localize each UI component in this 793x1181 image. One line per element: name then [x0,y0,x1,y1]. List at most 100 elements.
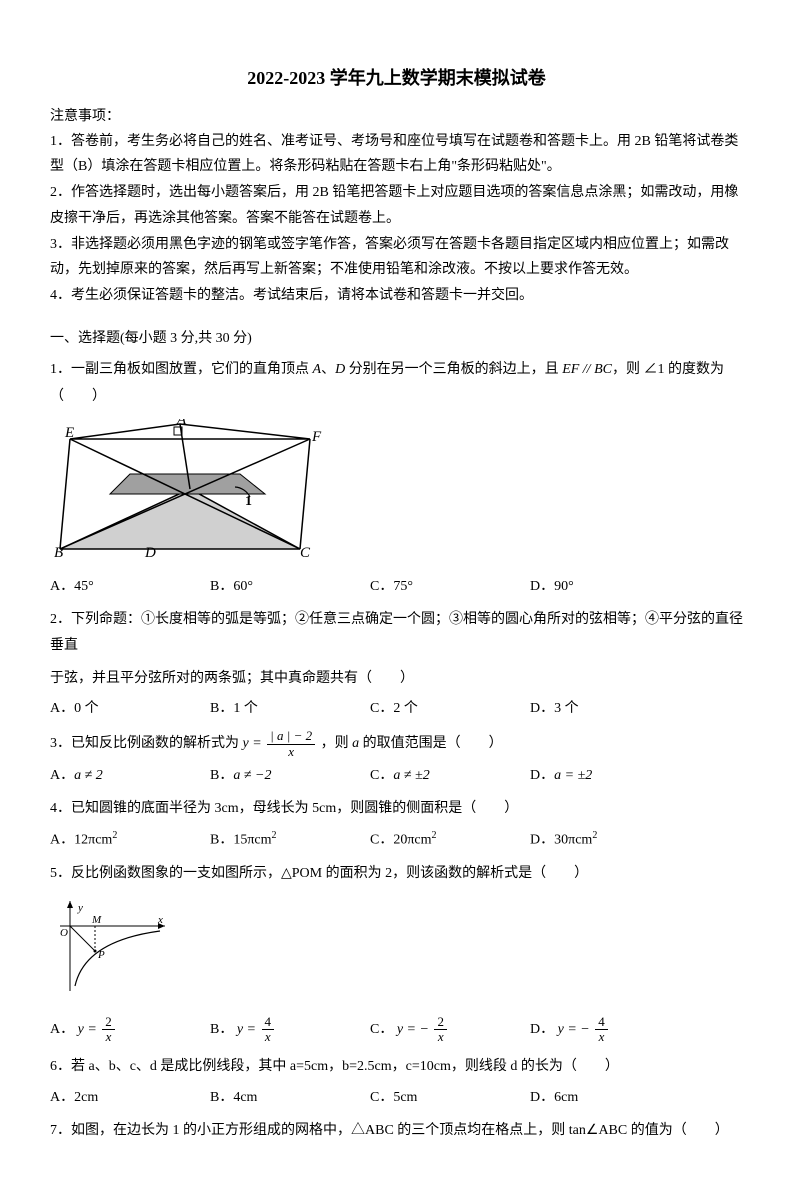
q4-C-prefix: C． [370,833,393,848]
q4-A-unit: cm [95,833,112,848]
q4-C-val: 20π [393,833,414,848]
notice-header: 注意事项： [50,106,743,127]
q4-C-unit: cm [414,833,431,848]
q5-A-den: x [102,1030,115,1044]
q4-A-sup: 2 [112,830,117,841]
q4-C-sup: 2 [432,830,437,841]
q4-B-val: 15π [233,833,254,848]
q5-C-frac: 2 x [434,1015,447,1045]
q6-options: A．2cm B．4cm C．5cm D．6cm [50,1087,743,1108]
q4-B-sup: 2 [272,830,277,841]
q3-option-A: A．a ≠ 2 [50,765,210,786]
q5-D-prefix: D． [530,1022,554,1037]
q5-fig-x: x [157,914,163,926]
q3-y-eq: y = [243,736,262,751]
q3-B-prefix: B． [210,768,233,783]
q5-D-den: x [595,1030,608,1044]
q4-B-prefix: B． [210,833,233,848]
q1-parallel: // [579,362,594,377]
q1-option-A: A．45° [50,576,210,597]
q1-fig-label-1: 1 [245,494,252,509]
q3-D-prefix: D． [530,768,554,783]
q1-figure: 1 E A F B D C [50,419,743,566]
q1-label-D: D [335,362,345,377]
q3-fraction: | a | − 2 x [267,729,315,759]
q4-D-val: 30π [554,833,575,848]
q5-fig-M: M [91,914,102,926]
q4-options: A．12πcm2 B．15πcm2 C．20πcm2 D．30πcm2 [50,828,743,851]
q3-C-prefix: C． [370,768,393,783]
q5-D-y: y = − [558,1022,590,1037]
q3-C-math: a ≠ ±2 [393,768,429,783]
q5-text-1: 5．反比例函数图象的一支如图所示， [50,866,281,881]
q4-D-unit: cm [575,833,592,848]
q5-B-den: x [262,1030,275,1044]
question-1: 1．一副三角板如图放置，它们的直角顶点 A、D 分别在另一个三角板的斜边上，且 … [50,357,743,410]
q3-option-D: D．a = ±2 [530,765,690,786]
notice-2: 2．作答选择题时，选出每小题答案后，用 2B 铅笔把答题卡上对应题目选项的答案信… [50,180,743,230]
q3-text-3: 的取值范围是（ ） [359,736,503,751]
q5-C-num: 2 [434,1015,447,1030]
notice-1: 1．答卷前，考生务必将自己的姓名、准考证号、考场号和座位号填写在试题卷和答题卡上… [50,129,743,179]
q1-text-2: 、 [321,362,335,377]
q3-frac-num: | a | − 2 [267,729,315,744]
q5-figure: y x O M P [50,896,743,1003]
q1-option-B: B．60° [210,576,370,597]
q1-label-BC: BC [594,362,612,377]
q5-option-D: D． y = − 4 x [530,1015,690,1045]
q3-A-prefix: A． [50,768,74,783]
q5-B-prefix: B． [210,1022,233,1037]
q1-fig-label-F: F [311,429,322,445]
q5-C-den: x [434,1030,447,1044]
q4-B-unit: cm [254,833,271,848]
q5-A-frac: 2 x [102,1015,115,1045]
q5-option-C: C． y = − 2 x [370,1015,530,1045]
section-1-header: 一、选择题(每小题 3 分,共 30 分) [50,328,743,349]
q5-A-y: y = [78,1022,97,1037]
q4-A-val: 12π [74,833,95,848]
q4-A-prefix: A． [50,833,74,848]
q2-option-C: C．2 个 [370,698,530,719]
q5-B-frac: 4 x [262,1015,275,1045]
q5-option-B: B． y = 4 x [210,1015,370,1045]
q1-fig-label-B: B [54,545,63,559]
notice-3: 3．非选择题必须用黑色字迹的钢笔或签字笔作答，答案必须写在答题卡各题目指定区域内… [50,232,743,282]
question-2-cont: 于弦，并且平分弦所对的两条弧；其中真命题共有（ ） [50,666,743,693]
q5-option-A: A． y = 2 x [50,1015,210,1045]
q5-A-num: 2 [102,1015,115,1030]
notice-4: 4．考生必须保证答题卡的整洁。考试结束后，请将本试卷和答题卡一并交回。 [50,283,743,308]
question-4: 4．已知圆锥的底面半径为 3cm，母线长为 5cm，则圆锥的侧面积是（ ） [50,796,743,823]
q4-option-B: B．15πcm2 [210,828,370,851]
q1-label-EF: EF [562,362,579,377]
q5-fig-P: P [97,949,105,961]
q5-D-frac: 4 x [595,1015,608,1045]
q4-D-sup: 2 [592,830,597,841]
question-6: 6．若 a、b、c、d 是成比例线段，其中 a=5cm，b=2.5cm，c=10… [50,1054,743,1081]
q5-B-y: y = [237,1022,256,1037]
q4-option-D: D．30πcm2 [530,828,690,851]
q3-A-math: a ≠ 2 [74,768,103,783]
q6-option-C: C．5cm [370,1087,530,1108]
q4-D-prefix: D． [530,833,554,848]
exam-title: 2022-2023 学年九上数学期末模拟试卷 [50,65,743,92]
q3-frac-den: x [267,745,315,759]
q1-text-1: 1．一副三角板如图放置，它们的直角顶点 [50,362,313,377]
q1-option-D: D．90° [530,576,690,597]
q4-option-C: C．20πcm2 [370,828,530,851]
q2-option-D: D．3 个 [530,698,690,719]
q5-B-num: 4 [262,1015,275,1030]
q1-options: A．45° B．60° C．75° D．90° [50,576,743,597]
q6-option-A: A．2cm [50,1087,210,1108]
q4-option-A: A．12πcm2 [50,828,210,851]
question-3: 3．已知反比例函数的解析式为 y = | a | − 2 x ，则 a 的取值范… [50,729,743,759]
question-5: 5．反比例函数图象的一支如图所示，△POM 的面积为 2，则该函数的解析式是（ … [50,861,743,888]
q3-text-2: ，则 [321,736,353,751]
q1-text-3: 分别在另一个三角板的斜边上，且 [345,362,562,377]
q3-option-C: C．a ≠ ±2 [370,765,530,786]
q1-label-A: A [313,362,322,377]
q2-option-B: B．1 个 [210,698,370,719]
q3-options: A．a ≠ 2 B．a ≠ −2 C．a ≠ ±2 D．a = ±2 [50,765,743,786]
q1-fig-label-E: E [64,425,74,441]
q5-options: A． y = 2 x B． y = 4 x C． y = − 2 x D． y … [50,1015,743,1045]
q5-fig-y: y [77,902,83,914]
